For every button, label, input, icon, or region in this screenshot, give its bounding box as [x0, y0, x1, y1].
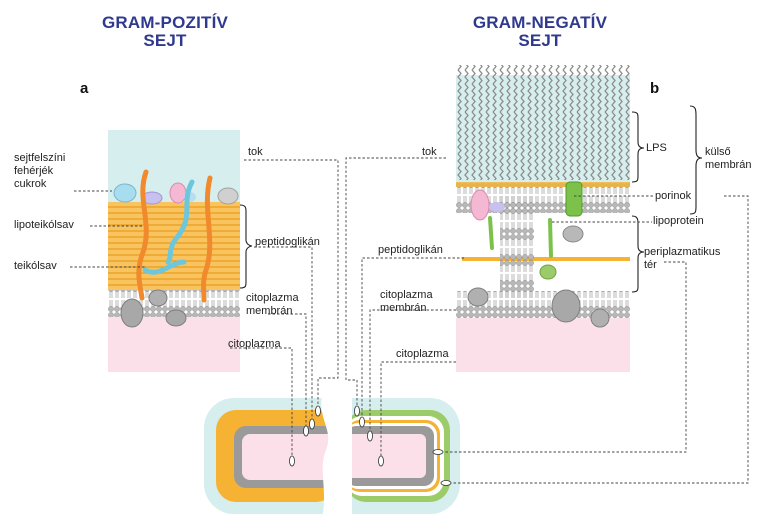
gram-positive-panel: [108, 130, 253, 372]
gn-outer-protein-pink: [470, 189, 490, 221]
gram-negative-panel: [456, 65, 703, 372]
gram-negative-title-line2: SEJT: [518, 31, 562, 50]
gram-positive-title-line2: SEJT: [143, 31, 187, 50]
marker-gn-cytoplasm: [378, 455, 384, 467]
label-gp-capsule: tok: [248, 146, 263, 158]
label-surface-proteins: sejtfelszíni fehérjék cukrok: [14, 152, 65, 191]
cell-gn-cytoplasm: [346, 434, 426, 478]
label-surface-proteins-line2: fehérjék: [14, 165, 54, 177]
cell-gp-cytoplasm: [242, 434, 336, 480]
leader-gn-peptidoglycan: [361, 257, 464, 417]
leader-gn-membrane: [369, 309, 456, 431]
cell-split-gap: [321, 396, 352, 518]
leader-gn-capsule: [345, 157, 446, 406]
label-porins: porinok: [655, 190, 692, 202]
gp-surface-protein-pink: [169, 182, 187, 204]
gn-periplasm-protein-gray: [562, 225, 584, 243]
label-lipoteichoic: lipoteikólsav: [14, 219, 74, 231]
gp-lipoteichoic-acid-2: [201, 175, 213, 303]
marker-gn-capsule: [354, 405, 360, 417]
marker-gn-outer-membrane: [440, 480, 452, 486]
gn-outer-membrane-bracket: [689, 105, 703, 215]
gn-membrane-protein-3: [590, 308, 610, 328]
marker-gn-membrane: [367, 430, 373, 442]
leader-outer-membrane: [451, 195, 749, 484]
gn-outer-membrane-cap: [456, 182, 630, 187]
gn-lps-chains: [456, 65, 630, 180]
label-gn-cytoplasmic-membrane: citoplazma membrán: [380, 289, 433, 315]
label-periplasm: periplazmatikus tér: [644, 246, 720, 272]
label-gn-capsule: tok: [422, 146, 437, 158]
leader-gp-peptidoglycan: [254, 246, 313, 419]
gp-surface-protein-blue: [113, 183, 137, 203]
leader-periplasm: [443, 261, 687, 453]
label-periplasm-line2: tér: [644, 259, 657, 271]
gn-membrane-protein-1: [467, 287, 489, 307]
gn-periplasm-region: [456, 213, 630, 291]
label-gp-cytoplasm: citoplazma: [228, 338, 281, 350]
marker-gp-cytoplasm: [289, 455, 295, 467]
marker-gp-membrane: [303, 425, 309, 437]
label-surface-proteins-line3: cukrok: [14, 178, 47, 190]
gn-lipoprotein-1: [488, 216, 494, 250]
gp-teichoic-acid-2: [142, 259, 187, 275]
gp-lipoteichoic-acid-1: [136, 169, 149, 301]
gn-porin-1: [565, 181, 583, 217]
gp-peptidoglycan-bracket: [239, 204, 253, 289]
panel-letter-a: a: [80, 80, 89, 97]
label-gn-cytoplasm: citoplazma: [396, 348, 449, 360]
label-teichoic: teikólsav: [14, 260, 57, 272]
leader-gn-cytoplasm: [380, 361, 456, 456]
gram-negative-title-line1: GRAM-NEGATÍV: [472, 13, 608, 32]
label-outer-membrane-line2: membrán: [705, 159, 752, 171]
gp-surface-protein-gray: [217, 187, 239, 205]
gn-peptidoglycan-layer: [462, 257, 630, 261]
gram-positive-title-line1: GRAM-POZITÍV: [101, 13, 229, 32]
label-gp-membrane-line2: membrán: [246, 305, 293, 317]
label-lipoprotein: lipoprotein: [653, 215, 704, 227]
gn-transport-channel: [500, 196, 534, 306]
marker-gn-periplasm: [432, 449, 444, 455]
gram-negative-title: GRAM-NEGATÍV SEJT: [460, 14, 620, 50]
label-gp-membrane-line1: citoplazma: [246, 292, 299, 304]
label-gn-membrane-line2: membrán: [380, 302, 427, 314]
cell-cross-section: [204, 396, 460, 518]
gp-membrane-protein-3: [165, 309, 187, 327]
gp-teichoic-acid-1: [165, 179, 195, 265]
label-outer-membrane-line1: külső: [705, 146, 731, 158]
label-outer-membrane: külső membrán: [705, 146, 751, 172]
panel-letter-b: b: [650, 80, 660, 97]
gn-periplasm-bracket: [631, 215, 645, 293]
gp-membrane-protein-1: [120, 298, 144, 328]
label-gn-membrane-line1: citoplazma: [380, 289, 433, 301]
gn-lps-bracket: [631, 111, 645, 183]
label-gp-cytoplasmic-membrane: citoplazma membrán: [246, 292, 299, 318]
gn-membrane-protein-2: [551, 289, 581, 323]
gp-membrane-protein-2: [148, 289, 168, 307]
marker-gp-capsule: [315, 405, 321, 417]
leader-gp-membrane: [268, 313, 307, 426]
leader-gp-capsule: [244, 159, 339, 405]
label-lps: LPS: [646, 142, 667, 154]
gn-periplasm-protein-green: [539, 264, 557, 280]
gn-outer-protein-purple: [489, 202, 505, 212]
label-gp-peptidoglycan: peptidoglikán: [255, 236, 320, 248]
marker-gn-peptidoglycan: [359, 416, 365, 428]
gram-positive-title: GRAM-POZITÍV SEJT: [90, 14, 240, 50]
label-surface-proteins-line1: sejtfelszíni: [14, 152, 66, 164]
marker-gp-peptidoglycan: [309, 418, 315, 430]
label-gn-peptidoglycan: peptidoglikán: [378, 244, 443, 256]
leader-lines: [70, 157, 749, 484]
label-periplasm-line1: periplazmatikus: [644, 246, 721, 258]
gn-lipoprotein-2: [548, 218, 553, 258]
